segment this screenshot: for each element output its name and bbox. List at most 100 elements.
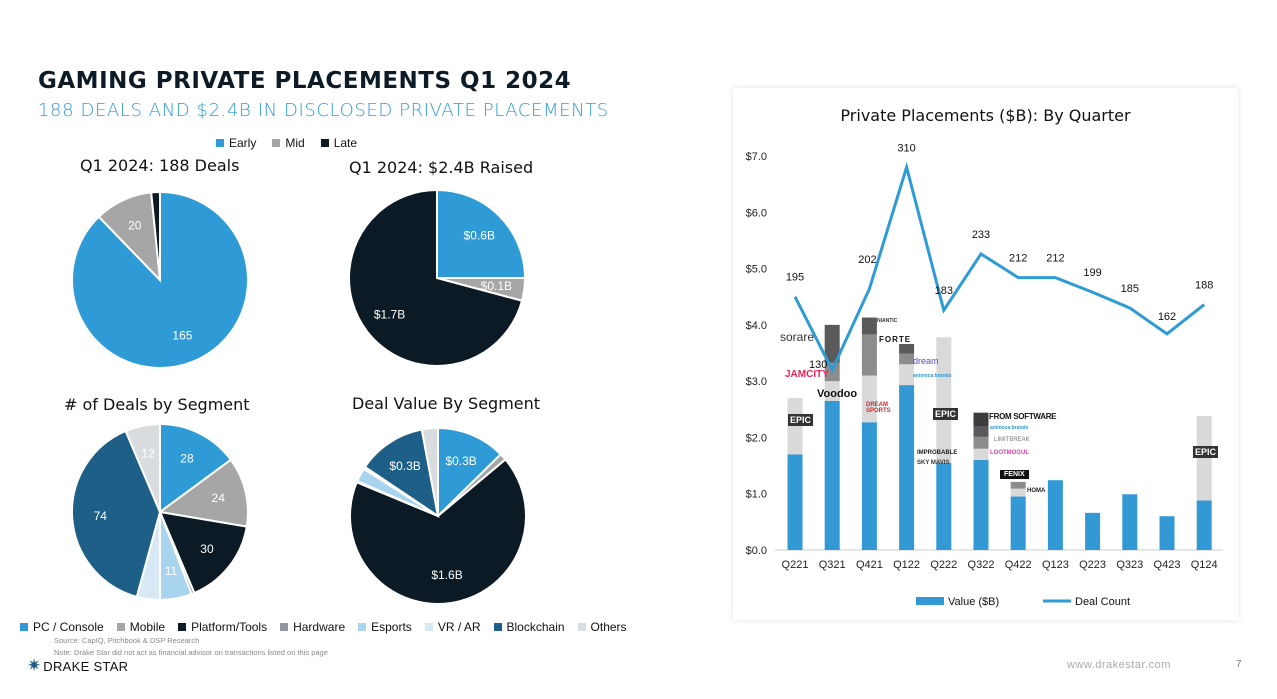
pie-label: $1.7B <box>374 307 405 321</box>
deal-count-label: 233 <box>972 229 990 241</box>
pie-slice <box>436 188 527 279</box>
pie-slice <box>349 458 527 605</box>
bar-segment <box>1196 500 1212 550</box>
pie-label: 24 <box>212 491 226 505</box>
bar-segment <box>861 375 877 423</box>
bar-segment <box>973 448 989 460</box>
pie-slice <box>158 510 248 595</box>
x-tick-label: Q223 <box>1079 559 1106 571</box>
disclaimer-note: Note: Drake Star did not act as financia… <box>54 648 328 657</box>
pie-slice <box>71 429 162 599</box>
segment-legend: PC / Console Mobile Platform/Tools Hardware… <box>20 620 640 634</box>
legend-item: Esports <box>358 620 412 634</box>
x-tick-label: Q323 <box>1116 559 1143 571</box>
deal-count-label: 185 <box>1121 283 1139 295</box>
epic-games-logo: EPIC <box>788 414 814 426</box>
pie-label: $0.3B <box>445 454 476 468</box>
legend-swatch <box>216 139 224 147</box>
legend-label: Deal Count <box>1075 596 1130 608</box>
bar-segment <box>899 353 915 365</box>
bar-chart-title: Private Placements ($B): By Quarter <box>840 106 1131 125</box>
bar-segment <box>787 398 803 455</box>
bar-segment <box>1196 416 1212 501</box>
x-tick-label: Q123 <box>1042 559 1069 571</box>
deal-count-label: 310 <box>897 142 915 154</box>
pie-slice <box>159 422 233 514</box>
source-note: Source: CapIQ, Pitchbook & DSP Research <box>54 636 200 645</box>
deal-count-label: 130 <box>809 359 827 371</box>
y-tick-label: $6.0 <box>746 207 767 219</box>
bar-segment <box>1159 516 1175 550</box>
y-tick-label: $1.0 <box>746 489 767 501</box>
jamcity-logo: JAMCITY <box>785 369 829 380</box>
bar-line-chart: $0.0 $1.0 $2.0 $3.0 $4.0 $5.0 $6.0 $7.0 Q221 Q321… <box>746 142 1223 608</box>
pie-label: 12 <box>141 446 155 460</box>
bar-segment <box>861 317 877 335</box>
x-tick-label: Q221 <box>782 559 809 571</box>
bar-segment <box>824 381 840 401</box>
legend-label: Mid <box>285 136 305 150</box>
pie-slice <box>437 426 503 519</box>
x-tick-label: Q321 <box>819 559 846 571</box>
legend-swatch <box>493 623 502 631</box>
x-tick-label: Q322 <box>968 559 995 571</box>
deal-count-label: 212 <box>1009 253 1027 265</box>
sorare-logo: sorare <box>780 330 815 344</box>
deal-count-label: 162 <box>1158 311 1176 323</box>
legend-swatch <box>272 139 281 147</box>
bar-segment <box>899 343 915 354</box>
x-tick-label: Q124 <box>1191 559 1218 571</box>
x-tick-label: Q421 <box>856 559 883 571</box>
website-link[interactable]: www.drakestar.com <box>1067 659 1171 671</box>
pie-title-raised: Q1 2024: $2.4B Raised <box>349 158 534 177</box>
star-icon: ✷ <box>27 656 42 675</box>
legend-label: Late <box>333 136 358 150</box>
legend-swatch <box>320 139 329 147</box>
legend-swatch <box>424 623 433 631</box>
legend-swatch <box>280 623 289 631</box>
y-tick-label: $7.0 <box>746 151 767 163</box>
x-tick-label: Q222 <box>930 559 957 571</box>
legend-item: Others <box>577 620 627 634</box>
legend-label: Others <box>590 620 627 634</box>
page-title: GAMING PRIVATE PLACEMENTS Q1 2024 <box>38 68 572 94</box>
pie-label: 28 <box>180 452 194 466</box>
legend-item: VR / AR <box>424 620 481 634</box>
legend-label: Blockchain <box>506 620 565 634</box>
improbable-logo: IMPROBABLE <box>917 450 958 456</box>
legend-label: Mobile <box>129 620 166 634</box>
legend-swatch <box>916 597 944 605</box>
bar-segment <box>973 459 989 550</box>
pie-slice <box>157 458 249 528</box>
legend-swatch <box>178 623 187 631</box>
pie-slice <box>420 426 439 517</box>
deal-count-label: 183 <box>935 285 953 297</box>
bar-segment <box>1010 481 1026 489</box>
page-number: 7 <box>1236 659 1242 670</box>
page-subtitle: 188 DEALS AND $2.4B IN DISCLOSED PRIVATE… <box>38 100 609 121</box>
pie-label: $0.3B <box>389 459 420 473</box>
epic-games-logo: EPIC <box>933 408 959 420</box>
bar-segment <box>936 462 952 550</box>
pie-label: $0.6B <box>464 229 495 243</box>
pie-2: 28 24 30 11 74 12 <box>71 422 249 602</box>
pie-0: 165 20 <box>71 190 249 369</box>
bar-segment <box>899 385 915 550</box>
pie-label: 30 <box>200 542 214 556</box>
pie-charts: 165 20 $0.6B $0.1B $1.7B 28 24 30 11 74 12 $0.3B $1.… <box>71 188 527 605</box>
legend-label: Esports <box>371 620 412 634</box>
legend-label: PC / Console <box>33 620 104 634</box>
legend-item: Mobile <box>116 620 166 634</box>
bar-segment <box>899 364 915 386</box>
deal-count-label: 199 <box>1083 267 1101 279</box>
deal-count-label: 188 <box>1195 280 1213 292</box>
skymavis-logo: SKY MAVIS <box>917 460 950 466</box>
bar-segment <box>973 412 989 427</box>
pie-label: 165 <box>172 328 192 342</box>
y-tick-label: $3.0 <box>746 376 767 388</box>
deal-count-label: 195 <box>786 272 804 284</box>
bar-segment <box>861 334 877 376</box>
y-tick-label: $0.0 <box>746 545 767 557</box>
legend-item: Hardware <box>280 620 345 634</box>
bar-segment <box>1085 512 1101 550</box>
